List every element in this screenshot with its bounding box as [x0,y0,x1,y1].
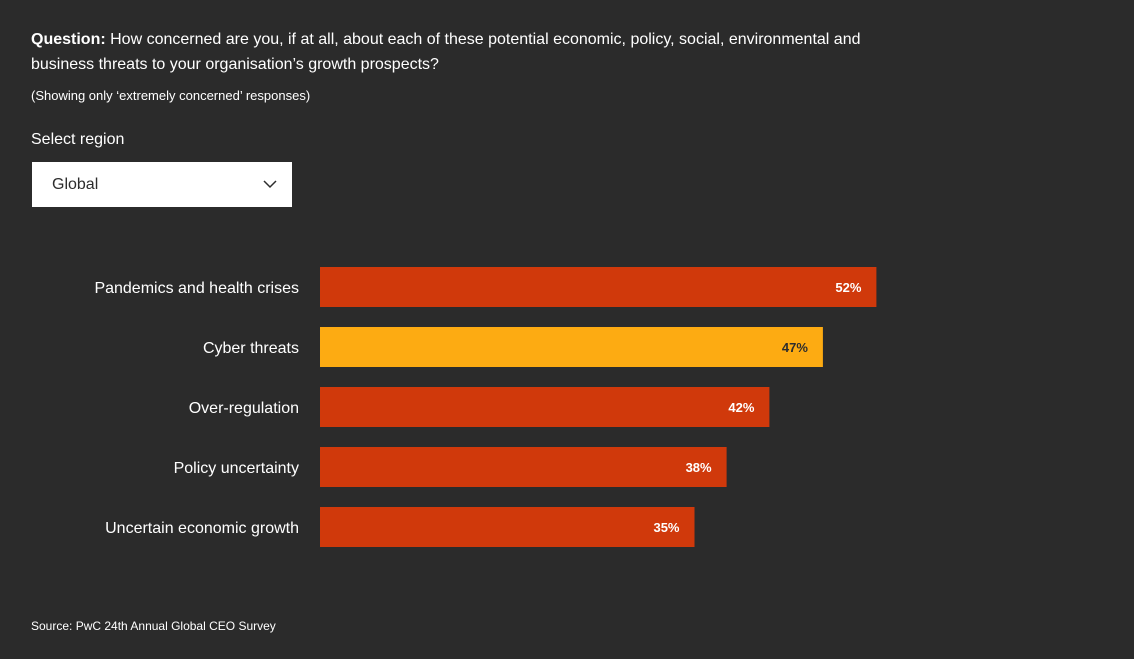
source-note: Source: PwC 24th Annual Global CEO Surve… [31,619,276,633]
region-select[interactable]: Global [32,162,292,207]
question-label: Question: [31,31,106,48]
bar [320,507,695,547]
category-label: Policy uncertainty [174,460,299,477]
bar [320,267,877,307]
value-label: 38% [686,460,712,475]
bar [320,327,823,367]
category-label: Uncertain economic growth [105,520,299,537]
select-region-label: Select region [31,131,125,148]
category-label: Over-regulation [189,400,299,417]
value-label: 35% [653,520,679,535]
question-text: Question: How concerned are you, if at a… [31,27,901,77]
chevron-down-icon [263,180,277,189]
value-label: 42% [728,400,754,415]
value-label: 47% [782,340,808,355]
value-label: 52% [835,280,861,295]
question-body: How concerned are you, if at all, about … [31,31,861,73]
bar [320,447,727,487]
category-label: Pandemics and health crises [94,280,299,297]
category-label: Cyber threats [203,340,299,357]
bar-chart: Pandemics and health crises 52% Cyber thre… [94,267,877,547]
bar [320,387,770,427]
response-note: (Showing only ‘extremely concerned’ resp… [31,88,311,103]
region-select-value: Global [52,176,99,193]
